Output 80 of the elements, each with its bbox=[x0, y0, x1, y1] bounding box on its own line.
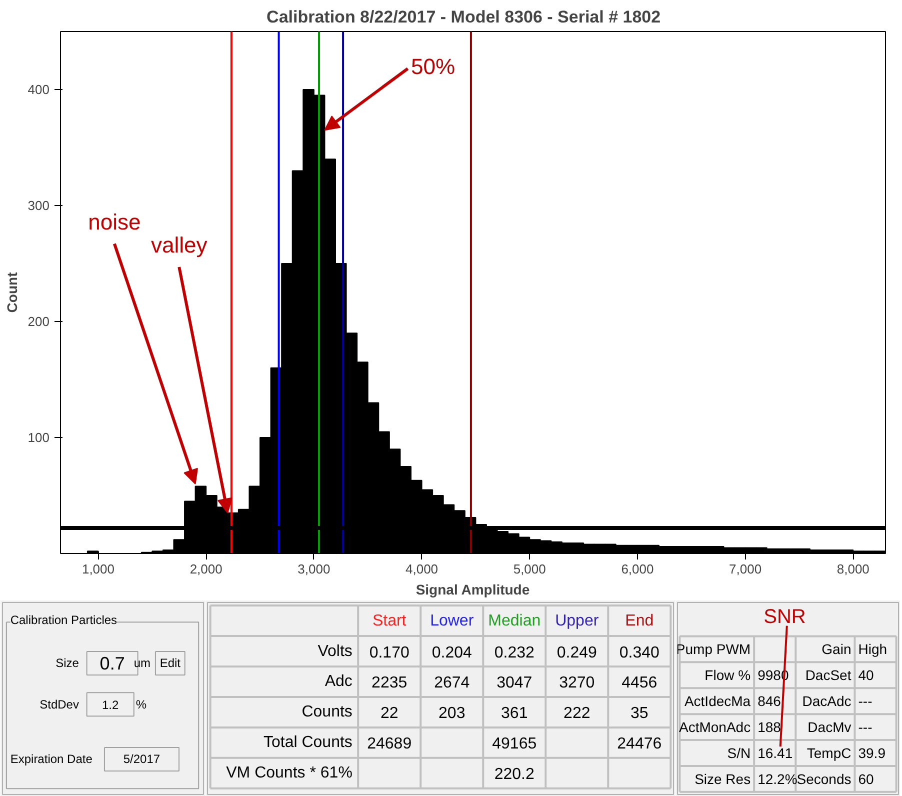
text: 0.170 bbox=[369, 644, 410, 662]
category-label: TempC bbox=[806, 744, 852, 761]
text: Calibration Particles bbox=[10, 613, 118, 628]
y-axis-title: Count bbox=[4, 272, 20, 313]
text: 24689 bbox=[367, 736, 412, 753]
text: 220.2 bbox=[494, 766, 534, 784]
text: 39.9 bbox=[858, 744, 886, 761]
text: Edit bbox=[160, 656, 182, 670]
text: Expiration Date bbox=[10, 752, 93, 766]
category-label: Median bbox=[488, 612, 541, 630]
text: 5/2017 bbox=[123, 752, 160, 766]
category-label: Upper bbox=[555, 612, 600, 630]
text: 222 bbox=[564, 705, 590, 722]
category-label: Gain bbox=[822, 641, 852, 658]
text: 3270 bbox=[559, 674, 595, 692]
text: 846 bbox=[758, 693, 781, 710]
text: 3047 bbox=[496, 674, 532, 692]
text: StdDev bbox=[40, 697, 79, 712]
annotation: 50% bbox=[410, 54, 456, 79]
text: 12.2% bbox=[758, 770, 798, 787]
text: 188 bbox=[758, 719, 781, 736]
category-label: Counts bbox=[302, 704, 352, 721]
y-tick-label: 100 bbox=[28, 430, 50, 445]
category-label: S/N bbox=[727, 744, 751, 761]
text: Size bbox=[56, 656, 80, 670]
category-label: Adc bbox=[324, 673, 352, 690]
text: 4456 bbox=[622, 674, 658, 692]
x-tick-label: 1,000 bbox=[82, 562, 115, 576]
x-tick-label: 6,000 bbox=[621, 562, 654, 576]
text: um bbox=[134, 656, 151, 670]
x-tick-label: 7,000 bbox=[729, 562, 762, 576]
category-label: Seconds bbox=[796, 770, 852, 787]
annotation: noise bbox=[88, 210, 141, 234]
text: 361 bbox=[501, 705, 528, 722]
y-tick-label: 200 bbox=[28, 314, 50, 329]
category-label: ActMonAdc bbox=[678, 719, 751, 736]
text: 22 bbox=[380, 705, 398, 722]
text: 0.249 bbox=[556, 644, 597, 662]
text: High bbox=[858, 641, 888, 658]
text: 49165 bbox=[492, 736, 537, 753]
x-axis-title: Signal Amplitude bbox=[416, 582, 530, 598]
text: --- bbox=[858, 719, 872, 736]
text: 0.204 bbox=[432, 644, 472, 662]
category-label: VM Counts * 61% bbox=[226, 764, 352, 782]
text: 60 bbox=[858, 770, 874, 787]
x-tick-label: 8,000 bbox=[836, 562, 870, 576]
text: 0.340 bbox=[619, 644, 660, 662]
y-tick-label: 300 bbox=[28, 198, 50, 213]
category-label: Total Counts bbox=[263, 734, 352, 752]
text: 24476 bbox=[617, 736, 662, 753]
text: 40 bbox=[858, 667, 874, 684]
category-label: DacAdc bbox=[802, 693, 852, 710]
category-label: ActIdecMa bbox=[684, 693, 751, 710]
text: 203 bbox=[438, 705, 466, 722]
text: 35 bbox=[630, 705, 648, 722]
category-label: Lower bbox=[430, 612, 474, 630]
text: % bbox=[136, 697, 147, 712]
x-tick-label: 4,000 bbox=[406, 562, 438, 576]
text: 2674 bbox=[434, 674, 470, 692]
x-tick-label: 3,000 bbox=[298, 562, 330, 576]
category-label: Start bbox=[372, 612, 407, 630]
category-label: Size Res bbox=[694, 770, 751, 787]
category-label: DacSet bbox=[805, 667, 852, 684]
text: SNR bbox=[764, 606, 806, 628]
text: 16.41 bbox=[758, 744, 793, 761]
category-label: Flow % bbox=[704, 667, 751, 684]
category-label: Pump PWM bbox=[676, 641, 751, 658]
y-tick-label: 400 bbox=[28, 82, 50, 97]
text: 0.7 bbox=[100, 654, 125, 674]
text: 1.2 bbox=[102, 698, 120, 712]
category-label: Volts bbox=[318, 642, 352, 660]
text: --- bbox=[858, 693, 872, 710]
x-tick-label: 2,000 bbox=[190, 562, 222, 576]
category-label: DacMv bbox=[808, 719, 852, 736]
text: 0.232 bbox=[494, 644, 534, 662]
category-label: End bbox=[625, 612, 654, 630]
annotation: valley bbox=[151, 232, 208, 258]
text: 2235 bbox=[372, 674, 408, 692]
chart-title: Calibration 8/22/2017 - Model 8306 - Serial # 1802 bbox=[266, 8, 661, 26]
x-tick-label: 5,000 bbox=[513, 562, 546, 576]
